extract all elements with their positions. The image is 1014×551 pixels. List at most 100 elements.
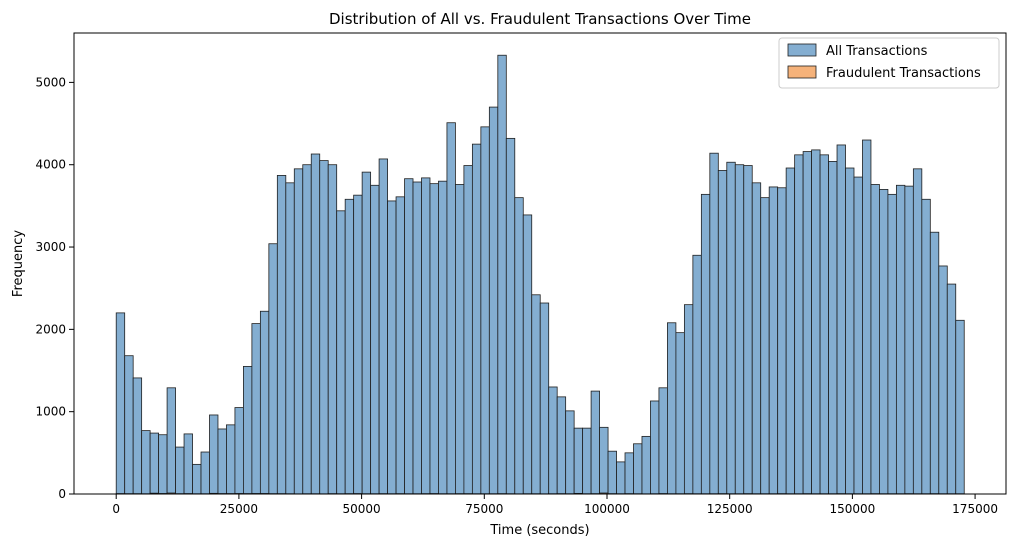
bar-all-transactions (540, 303, 548, 494)
bar-all-transactions (846, 168, 854, 494)
bar-all-transactions (532, 295, 540, 494)
bar-all-transactions (125, 356, 133, 494)
bar-all-transactions (735, 165, 743, 494)
y-tick-label: 2000 (35, 322, 66, 336)
bar-all-transactions (625, 453, 633, 494)
bar-all-transactions (684, 305, 692, 494)
bar-all-transactions (489, 107, 497, 494)
bar-all-transactions (159, 435, 167, 494)
bar-all-transactions (311, 154, 319, 494)
all-transactions-bars (116, 55, 964, 494)
legend-swatch-fraudulent-transactions (788, 66, 816, 78)
bar-all-transactions (464, 166, 472, 494)
bar-all-transactions (888, 194, 896, 494)
bar-all-transactions (617, 462, 625, 494)
bar-all-transactions (795, 155, 803, 494)
bar-all-transactions (829, 161, 837, 494)
legend-label-all-transactions: All Transactions (826, 44, 928, 59)
bar-all-transactions (209, 415, 217, 494)
x-tick-label: 125000 (707, 502, 753, 516)
bar-all-transactions (922, 199, 930, 494)
bar-all-transactions (659, 388, 667, 494)
bar-all-transactions (600, 427, 608, 494)
y-tick-label: 4000 (35, 158, 66, 172)
bar-all-transactions (252, 324, 260, 494)
bar-all-transactions (566, 411, 574, 494)
bar-all-transactions (184, 434, 192, 494)
bar-all-transactions (193, 464, 201, 494)
bar-all-transactions (896, 185, 904, 494)
bar-all-transactions (803, 152, 811, 494)
bar-all-transactions (812, 150, 820, 494)
bar-all-transactions (786, 168, 794, 494)
bar-all-transactions (320, 161, 328, 494)
bar-all-transactions (871, 184, 879, 494)
bar-all-transactions (218, 429, 226, 494)
y-axis-label: Frequency (11, 230, 26, 297)
bar-all-transactions (455, 184, 463, 494)
x-tick-label: 25000 (220, 502, 258, 516)
bar-all-transactions (744, 166, 752, 494)
chart-title: Distribution of All vs. Fraudulent Trans… (329, 10, 751, 28)
bar-all-transactions (150, 433, 158, 494)
bar-all-transactions (506, 138, 514, 494)
bar-all-transactions (269, 244, 277, 494)
x-tick-label: 50000 (343, 502, 381, 516)
bar-all-transactions (235, 408, 243, 494)
x-tick-label: 100000 (584, 502, 630, 516)
bar-all-transactions (676, 333, 684, 494)
y-tick-label: 0 (58, 487, 66, 501)
bar-all-transactions (328, 165, 336, 494)
bar-all-transactions (337, 211, 345, 494)
bar-all-transactions (226, 425, 234, 494)
bar-all-transactions (667, 323, 675, 494)
bar-all-transactions (956, 320, 964, 494)
bar-all-transactions (133, 378, 141, 494)
bar-all-transactions (260, 311, 268, 494)
bar-all-transactions (557, 397, 565, 494)
bar-all-transactions (693, 255, 701, 494)
bar-all-transactions (176, 447, 184, 494)
bar-all-transactions (591, 391, 599, 494)
bar-all-transactions (430, 184, 438, 494)
x-tick-label: 0 (112, 502, 120, 516)
bar-all-transactions (354, 195, 362, 494)
y-tick-label: 1000 (35, 405, 66, 419)
bar-all-transactions (549, 387, 557, 494)
bar-all-transactions (947, 284, 955, 494)
bar-all-transactions (523, 215, 531, 494)
bar-all-transactions (388, 201, 396, 494)
legend-label-fraudulent-transactions: Fraudulent Transactions (826, 66, 981, 81)
bar-all-transactions (642, 436, 650, 494)
bar-all-transactions (294, 169, 302, 494)
bar-all-transactions (905, 186, 913, 494)
bar-all-transactions (286, 183, 294, 494)
bar-all-transactions (761, 198, 769, 494)
bar-all-transactions (243, 366, 251, 494)
bar-all-transactions (498, 55, 506, 494)
bar-all-transactions (405, 179, 413, 494)
bar-all-transactions (481, 127, 489, 494)
bar-all-transactions (362, 172, 370, 494)
bar-all-transactions (752, 183, 760, 494)
bar-all-transactions (718, 170, 726, 494)
bar-all-transactions (701, 194, 709, 494)
bar-all-transactions (472, 144, 480, 494)
bar-all-transactions (167, 388, 175, 494)
bar-all-transactions (913, 169, 921, 494)
bar-all-transactions (515, 198, 523, 494)
x-tick-label: 175000 (952, 502, 998, 516)
legend-swatch-all-transactions (788, 44, 816, 56)
bar-all-transactions (438, 181, 446, 494)
x-tick-label: 150000 (829, 502, 875, 516)
bar-all-transactions (447, 123, 455, 494)
bar-all-transactions (345, 199, 353, 494)
bar-all-transactions (116, 313, 124, 494)
bar-all-transactions (769, 187, 777, 494)
bar-all-transactions (583, 428, 591, 494)
bar-all-transactions (820, 155, 828, 494)
bar-all-transactions (277, 175, 285, 494)
y-tick-label: 5000 (35, 75, 66, 89)
bar-all-transactions (201, 452, 209, 494)
